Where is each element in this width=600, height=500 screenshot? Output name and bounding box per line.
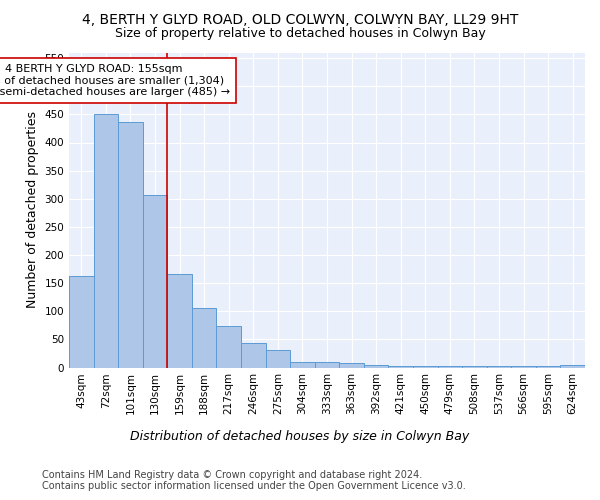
Bar [167,274,192,368]
Bar [364,364,388,368]
Text: 4 BERTH Y GLYD ROAD: 155sqm
← 72% of detached houses are smaller (1,304)
27% of : 4 BERTH Y GLYD ROAD: 155sqm ← 72% of det… [0,64,230,97]
Bar [118,122,143,368]
Bar [192,308,217,368]
Bar [94,114,118,368]
Bar [437,366,462,368]
Bar [413,366,437,368]
Bar [388,366,413,368]
Bar [69,276,94,368]
Bar [266,350,290,368]
Bar [339,363,364,368]
Text: Contains public sector information licensed under the Open Government Licence v3: Contains public sector information licen… [42,481,466,491]
Bar [487,366,511,368]
Bar [143,195,167,368]
Bar [217,326,241,368]
Y-axis label: Number of detached properties: Number of detached properties [26,112,39,308]
Bar [511,366,536,368]
Text: 4, BERTH Y GLYD ROAD, OLD COLWYN, COLWYN BAY, LL29 9HT: 4, BERTH Y GLYD ROAD, OLD COLWYN, COLWYN… [82,12,518,26]
Text: Size of property relative to detached houses in Colwyn Bay: Size of property relative to detached ho… [115,28,485,40]
Text: Contains HM Land Registry data © Crown copyright and database right 2024.: Contains HM Land Registry data © Crown c… [42,470,422,480]
Bar [241,343,266,367]
Bar [315,362,339,368]
Text: Distribution of detached houses by size in Colwyn Bay: Distribution of detached houses by size … [130,430,470,443]
Bar [536,366,560,368]
Bar [290,362,315,368]
Bar [462,366,487,368]
Bar [560,364,585,368]
